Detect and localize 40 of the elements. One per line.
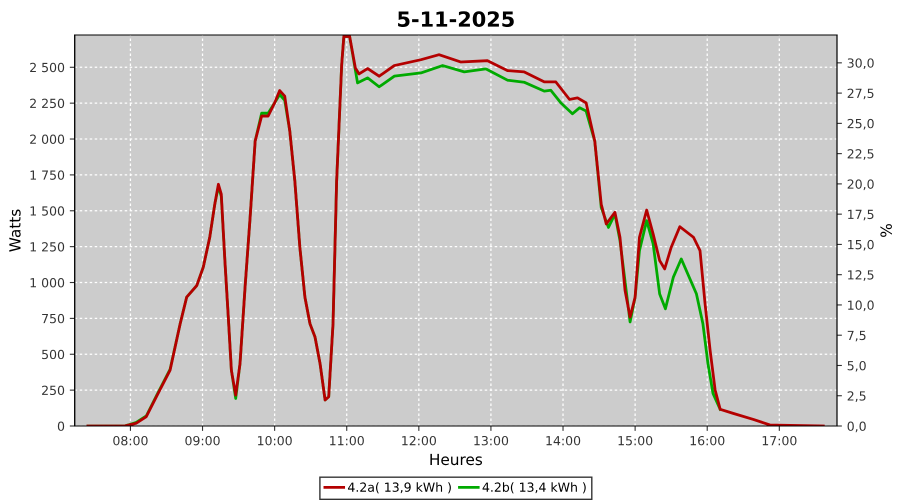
x-axis-title: Heures (430, 454, 482, 466)
y2-tick-label: 0,0 (848, 421, 866, 432)
y2-tick-label: 2,5 (848, 391, 866, 402)
y2-tick-label: 17,5 (848, 210, 874, 220)
x-tick-label: 14:00 (546, 436, 580, 446)
y-axis-title: Watts (9, 210, 21, 252)
y2-tick-label: 25,0 (848, 118, 874, 130)
y-tick-label: 1 500 (30, 206, 64, 216)
x-tick-label: 16:00 (690, 436, 724, 446)
x-tick-label: 17:00 (762, 436, 796, 446)
y2-tick-label: 30,0 (848, 58, 874, 70)
y2-tick-label: 5,0 (848, 360, 866, 372)
y-tick-label: 750 (42, 314, 64, 324)
y-tick-label: 500 (42, 350, 64, 360)
y2-tick-label: 15,0 (848, 240, 874, 251)
y2-tick-label: 10,0 (848, 300, 874, 312)
chart-title: 5-11-2025 (398, 11, 514, 27)
y-tick-label: 250 (42, 386, 64, 396)
x-tick-label: 11:00 (330, 436, 364, 446)
y-tick-label: 1 750 (30, 170, 64, 180)
x-tick-label: 15:00 (618, 436, 652, 446)
legend-label: 4.2b( 13,4 kWh ) (482, 482, 586, 494)
x-tick-label: 13:00 (474, 436, 508, 446)
y-tick-label: 2 500 (30, 62, 64, 72)
y2-tick-label: 12,5 (848, 270, 874, 281)
y-tick-label: 2 000 (30, 134, 64, 144)
legend-label: 4.2a( 13,9 kWh ) (348, 482, 451, 494)
y2-tick-label: 22,5 (848, 149, 874, 160)
y2-tick-label: 7,5 (848, 330, 866, 342)
x-tick-label: 09:00 (185, 436, 220, 446)
y-tick-label: 2 250 (30, 98, 64, 108)
x-tick-label: 10:00 (258, 436, 292, 446)
x-tick-label: 12:00 (402, 436, 436, 446)
x-tick-label: 08:00 (113, 436, 148, 446)
y2-tick-label: 20,0 (848, 179, 874, 190)
y-tick-label: 1 250 (30, 242, 64, 252)
y2-axis-title: % (880, 224, 892, 237)
y-tick-label: 1 000 (30, 278, 64, 288)
y2-tick-label: 27,5 (848, 88, 874, 100)
y-tick-label: 0 (58, 421, 64, 431)
